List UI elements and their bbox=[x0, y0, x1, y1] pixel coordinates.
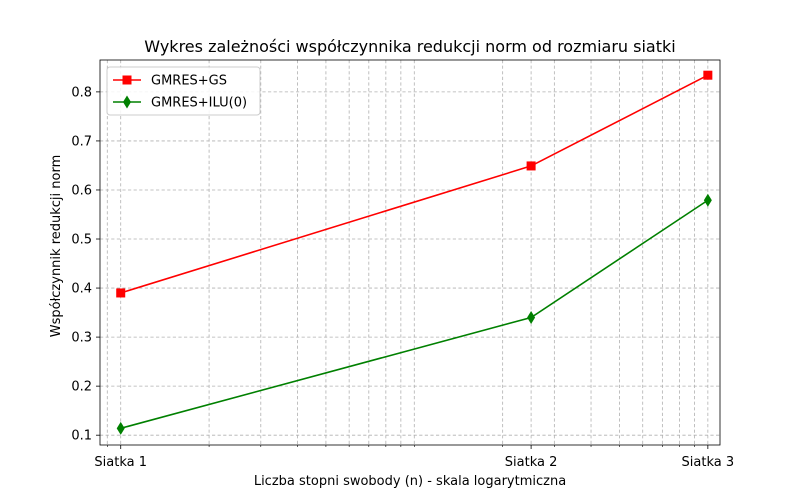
y-tick-label: 0.1 bbox=[71, 429, 92, 444]
y-tick-label: 0.7 bbox=[71, 134, 92, 149]
y-tick-label: 0.4 bbox=[71, 282, 92, 297]
legend-marker-1 bbox=[123, 95, 131, 109]
plot-frame bbox=[99, 59, 721, 446]
legend-marker-0 bbox=[122, 75, 132, 85]
x-axis-label: Liczba stopni swobody (n) - skala logary… bbox=[254, 474, 566, 489]
series-layer bbox=[116, 70, 713, 435]
legend-label-1: GMRES+ILU(0) bbox=[151, 96, 247, 111]
grid bbox=[100, 60, 720, 445]
legend-label-0: GMRES+GS bbox=[151, 74, 227, 89]
chart-title: Wykres zależności współczynnika redukcji… bbox=[144, 37, 675, 56]
data-point-0-2 bbox=[703, 70, 713, 80]
y-tick-label: 0.2 bbox=[71, 380, 92, 395]
y-tick-label: 0.5 bbox=[71, 233, 92, 248]
y-axis-label: Współczynnik redukcji norm bbox=[49, 155, 64, 338]
data-point-1-2 bbox=[703, 193, 712, 207]
x-tick-label: Siatka 3 bbox=[682, 455, 735, 470]
x-tick-label: Siatka 1 bbox=[94, 455, 147, 470]
axes: Siatka 1 Siatka 2 Siatka 3 0.1 0.2 0.3 0.4 0.5 0… bbox=[71, 59, 735, 470]
y-tick-label: 0.6 bbox=[71, 183, 92, 198]
data-point-1-1 bbox=[527, 310, 536, 324]
y-tick-label: 0.3 bbox=[71, 331, 92, 346]
data-point-0-0 bbox=[116, 288, 126, 298]
legend: GMRES+GS GMRES+ILU(0) bbox=[106, 66, 261, 116]
data-point-0-1 bbox=[526, 161, 536, 171]
data-point-1-0 bbox=[116, 421, 125, 435]
legend-box bbox=[106, 66, 261, 116]
x-tick-label: Siatka 2 bbox=[505, 455, 558, 470]
y-tick-label: 0.8 bbox=[71, 85, 92, 100]
